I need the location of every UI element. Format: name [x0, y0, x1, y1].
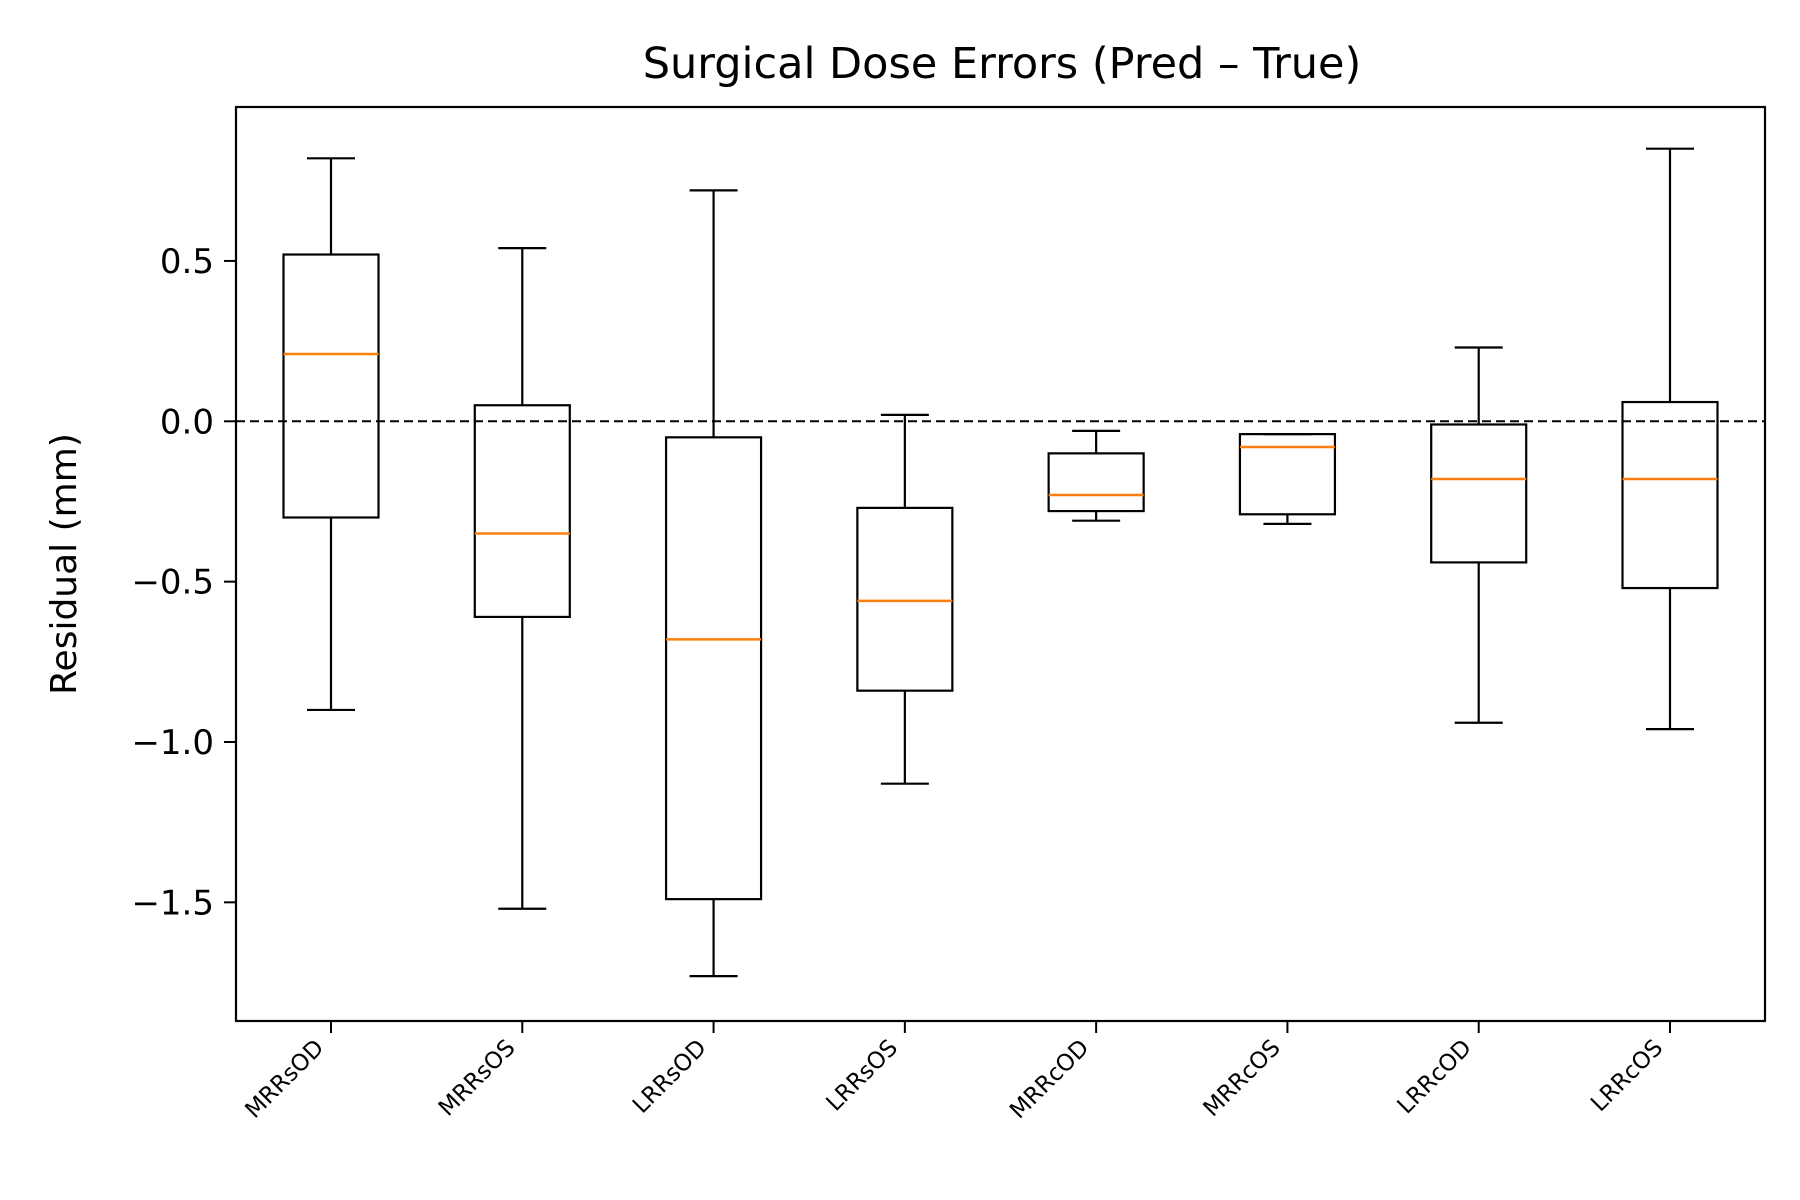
x-category-label: MRRsOD	[240, 1035, 329, 1124]
y-axis-label: Residual (mm)	[44, 433, 85, 695]
x-category-label: MRRsOS	[434, 1035, 521, 1122]
box-mrrsod	[282, 253, 380, 519]
x-category-label: MRRcOD	[1005, 1035, 1094, 1124]
axes-frame	[234, 105, 1767, 1023]
box-mrrcos	[1238, 433, 1337, 516]
box-lrrcod	[1430, 423, 1528, 564]
y-tick-label: 0.5	[160, 242, 214, 282]
x-category-label: MRRcOS	[1199, 1035, 1286, 1122]
box-lrrcos	[1621, 400, 1719, 590]
chart-title: Surgical Dose Errors (Pred – True)	[643, 39, 1362, 89]
box-mrrcod	[1047, 452, 1145, 513]
y-tick-label: −1.0	[131, 723, 214, 763]
x-category-label: LRRsOD	[628, 1035, 712, 1119]
y-tick-label: 0.0	[160, 402, 214, 442]
box-mrrsos	[473, 404, 571, 619]
x-category-label: LRRcOS	[1586, 1035, 1668, 1117]
y-tick-label: −1.5	[131, 883, 214, 923]
y-tick-label: −0.5	[131, 563, 214, 603]
x-category-label: LRRcOD	[1393, 1035, 1477, 1119]
plot-area: 0.5 0.0 −0.5 −1.0 −1.5 MRRsOD MRRsOS LRRsOD LRRs…	[131, 147, 1765, 1124]
x-category-label: LRRsOS	[821, 1035, 903, 1117]
box-lrrsos	[856, 506, 954, 692]
box-lrrsod	[664, 436, 763, 901]
